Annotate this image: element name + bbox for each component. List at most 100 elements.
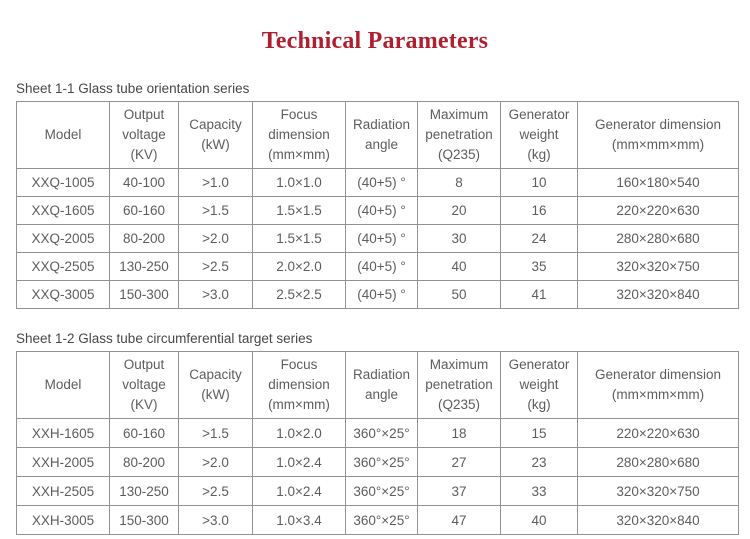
table-cell: 10 [500, 168, 578, 197]
table-cell: 360°×25° [345, 476, 418, 506]
column-header: Generator dimension (mm×mm×mm) [577, 101, 739, 169]
table-cell: 30 [417, 224, 501, 253]
table2-header: Model Output voltage (KV) Capacity (kW) Foc… [16, 351, 739, 419]
table-cell: XXQ-3005 [16, 280, 110, 309]
table-cell: (40+5) ° [345, 252, 418, 281]
column-header: Model [16, 351, 110, 419]
table-cell: XXQ-1605 [16, 196, 110, 225]
table-cell: 150-300 [109, 280, 179, 309]
table-cell: XXQ-2005 [16, 224, 110, 253]
table-cell: 130-250 [109, 252, 179, 281]
table-cell: 360°×25° [345, 418, 418, 448]
column-header: Generator weight (kg) [500, 101, 578, 169]
table-cell: 320×320×840 [577, 280, 739, 309]
table-cell: >2.5 [178, 252, 253, 281]
column-header: Generator weight (kg) [500, 351, 578, 419]
table-row: XXH-3005 150-300 >3.0 1.0×3.4 360°×25° 47 40 32… [16, 505, 739, 535]
table-cell: (40+5) ° [345, 224, 418, 253]
table-cell: >3.0 [178, 280, 253, 309]
table-cell: 20 [417, 196, 501, 225]
column-header: Maximum penetration (Q235) [417, 101, 501, 169]
table-cell: 1.5×1.5 [252, 224, 346, 253]
table-cell: 40 [417, 252, 501, 281]
table-row: XXQ-2505 130-250 >2.5 2.0×2.0 (40+5) ° 40 35 32… [16, 252, 739, 281]
table-cell: 1.0×2.4 [252, 447, 346, 477]
table-cell: 47 [417, 505, 501, 535]
table-cell: 1.0×2.0 [252, 418, 346, 448]
table-cell: 160×180×540 [577, 168, 739, 197]
table-cell: 280×280×680 [577, 447, 739, 477]
table-cell: XXQ-2505 [16, 252, 110, 281]
table-cell: >3.0 [178, 505, 253, 535]
table1-header: Model Output voltage (KV) Capacity (kW) Foc… [16, 101, 739, 169]
table-cell: 18 [417, 418, 501, 448]
column-header: Capacity (kW) [178, 101, 253, 169]
table-row: XXH-2505 130-250 >2.5 1.0×2.4 360°×25° 37 33 32… [16, 476, 739, 506]
table-cell: 8 [417, 168, 501, 197]
table-cell: XXH-2505 [16, 476, 110, 506]
column-header: Radiation angle [345, 101, 418, 169]
table-cell: 16 [500, 196, 578, 225]
table-cell: >2.0 [178, 447, 253, 477]
table-cell: 80-200 [109, 224, 179, 253]
table-row: XXQ-1605 60-160 >1.5 1.5×1.5 (40+5) ° 20 16 220… [16, 196, 739, 225]
table-cell: 80-200 [109, 447, 179, 477]
table-cell: 40-100 [109, 168, 179, 197]
column-header: Generator dimension (mm×mm×mm) [577, 351, 739, 419]
table-cell: 360°×25° [345, 505, 418, 535]
column-header: Maximum penetration (Q235) [417, 351, 501, 419]
table-cell: 41 [500, 280, 578, 309]
column-header: Radiation angle [345, 351, 418, 419]
table-cell: 1.0×2.4 [252, 476, 346, 506]
table-cell: 50 [417, 280, 501, 309]
circumferential-series-table: Model Output voltage (KV) Capacity (kW) Foc… [16, 351, 739, 535]
column-header: Output voltage (KV) [109, 101, 179, 169]
column-header: Capacity (kW) [178, 351, 253, 419]
table-cell: 220×220×630 [577, 196, 739, 225]
table-cell: 23 [500, 447, 578, 477]
table-cell: XXQ-1005 [16, 168, 110, 197]
table-cell: 60-160 [109, 196, 179, 225]
table-cell: XXH-3005 [16, 505, 110, 535]
table-cell: 2.0×2.0 [252, 252, 346, 281]
table-cell: 2.5×2.5 [252, 280, 346, 309]
orientation-series-table: Model Output voltage (KV) Capacity (kW) Foc… [16, 101, 739, 309]
table-cell: 1.0×1.0 [252, 168, 346, 197]
table-cell: >1.5 [178, 418, 253, 448]
table-cell: 320×320×840 [577, 505, 739, 535]
page-title: Technical Parameters [261, 28, 489, 54]
table-cell: 15 [500, 418, 578, 448]
table-cell: XXH-2005 [16, 447, 110, 477]
table-cell: 360°×25° [345, 447, 418, 477]
column-header: Focus dimension (mm×mm) [252, 351, 346, 419]
table-cell: 320×320×750 [577, 252, 739, 281]
table-cell: >1.5 [178, 196, 253, 225]
table-row: XXQ-2005 80-200 >2.0 1.5×1.5 (40+5) ° 30 24 280… [16, 224, 739, 253]
table1-body: XXQ-1005 40-100 >1.0 1.0×1.0 (40+5) ° 8 10 160×… [16, 168, 739, 309]
column-header: Model [16, 101, 110, 169]
table-cell: XXH-1605 [16, 418, 110, 448]
table-cell: 1.0×3.4 [252, 505, 346, 535]
table-cell: 280×280×680 [577, 224, 739, 253]
table-cell: 33 [500, 476, 578, 506]
header-row: Model Output voltage (KV) Capacity (kW) Foc… [16, 101, 739, 169]
table-cell: 60-160 [109, 418, 179, 448]
table-cell: 1.5×1.5 [252, 196, 346, 225]
table-row: XXQ-3005 150-300 >3.0 2.5×2.5 (40+5) ° 50 41 32… [16, 280, 739, 309]
table2-caption: Sheet 1-2 Glass tube circumferential tar… [16, 331, 313, 346]
header-row: Model Output voltage (KV) Capacity (kW) Foc… [16, 351, 739, 419]
column-header: Output voltage (KV) [109, 351, 179, 419]
table-cell: 130-250 [109, 476, 179, 506]
table-cell: >2.5 [178, 476, 253, 506]
table-cell: 220×220×630 [577, 418, 739, 448]
table-row: XXH-2005 80-200 >2.0 1.0×2.4 360°×25° 27 23 280… [16, 447, 739, 477]
table-cell: (40+5) ° [345, 168, 418, 197]
table-cell: 27 [417, 447, 501, 477]
column-header: Focus dimension (mm×mm) [252, 101, 346, 169]
table-cell: >2.0 [178, 224, 253, 253]
table-cell: 320×320×750 [577, 476, 739, 506]
table-cell: 40 [500, 505, 578, 535]
table-cell: 150-300 [109, 505, 179, 535]
table-cell: 24 [500, 224, 578, 253]
